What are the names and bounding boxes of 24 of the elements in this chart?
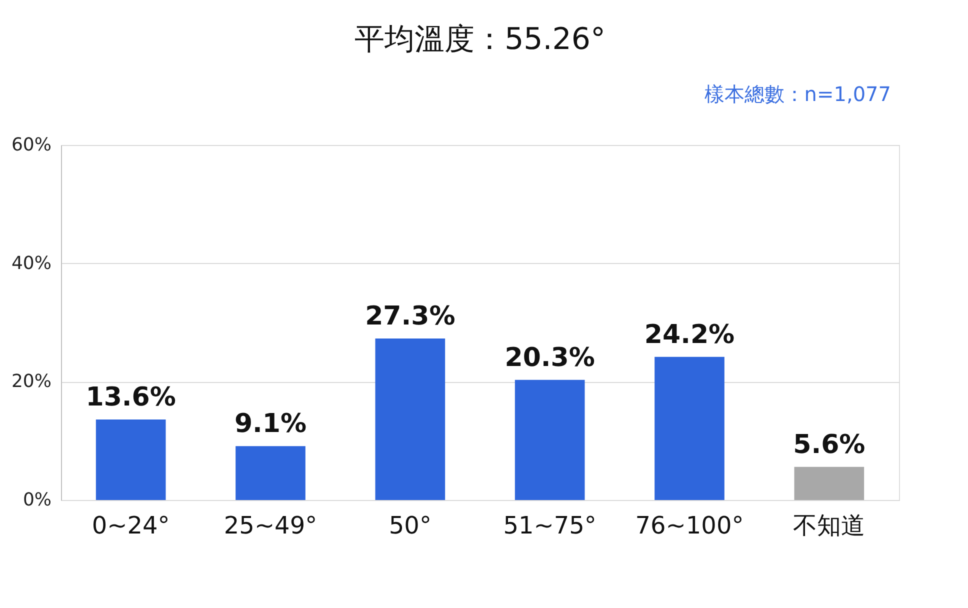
x-tick-label: 25~49° xyxy=(224,512,318,540)
chart-title: 平均溫度：55.26° xyxy=(354,22,606,57)
y-tick-label: 40% xyxy=(11,252,52,274)
data-label: 9.1% xyxy=(234,409,307,440)
bar xyxy=(96,420,166,500)
text: 樣本總數：n=1,077 xyxy=(704,82,891,106)
data-label: 27.3% xyxy=(365,301,456,332)
x-tick-label: 76~100° xyxy=(635,512,744,540)
data-label: 24.2% xyxy=(644,320,735,350)
bar xyxy=(794,466,864,500)
data-label: 13.6% xyxy=(86,382,176,413)
bar xyxy=(236,446,306,500)
y-tick-label: 20% xyxy=(11,371,52,392)
y-tick-label: 60% xyxy=(11,134,52,156)
y-tick-label: 0% xyxy=(22,490,52,510)
bar xyxy=(654,356,724,500)
bar xyxy=(375,338,446,500)
x-tick-label: 0~24° xyxy=(92,512,170,540)
data-label: 20.3% xyxy=(504,342,595,373)
x-tick-label: 不知道 xyxy=(793,512,866,540)
bar xyxy=(514,380,585,500)
x-tick-label: 51~75° xyxy=(503,512,596,540)
x-tick-label: 50° xyxy=(388,512,432,540)
data-label: 5.6% xyxy=(793,430,866,460)
